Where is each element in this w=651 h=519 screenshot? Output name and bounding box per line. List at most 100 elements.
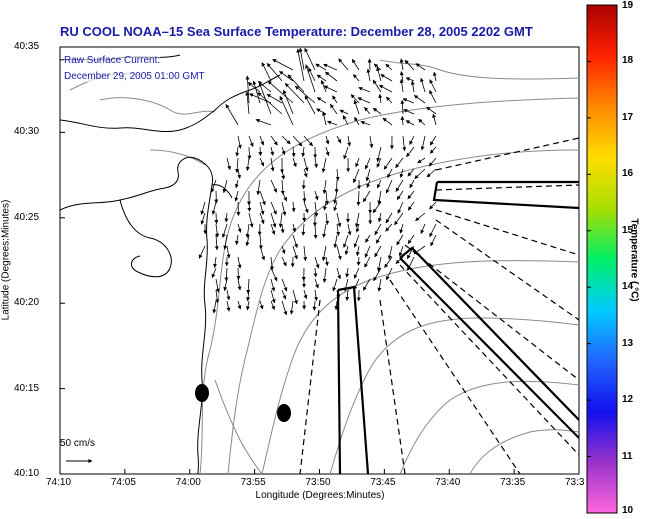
current-vector xyxy=(362,278,371,291)
current-vector xyxy=(372,107,382,115)
radar-box-south xyxy=(336,285,370,474)
current-vector xyxy=(426,168,437,178)
station-marker xyxy=(277,404,291,422)
current-vector xyxy=(333,190,338,205)
current-vector xyxy=(372,201,382,214)
bathymetry-contour xyxy=(329,317,579,474)
current-vector xyxy=(316,97,327,104)
current-vector xyxy=(303,157,309,172)
current-vector xyxy=(426,106,437,115)
current-vector xyxy=(247,82,261,93)
radar-beam-line xyxy=(299,299,321,474)
bathymetry-contour xyxy=(199,97,579,474)
current-vector xyxy=(270,201,277,215)
current-vector xyxy=(212,300,217,314)
current-vector xyxy=(376,157,382,168)
current-vector xyxy=(430,234,437,247)
current-vector xyxy=(308,67,316,82)
current-vector xyxy=(399,58,404,71)
current-vector xyxy=(325,135,330,145)
current-vector xyxy=(387,168,393,179)
current-vector xyxy=(385,96,393,104)
current-vector xyxy=(259,201,265,215)
current-vector xyxy=(355,245,360,257)
current-vector xyxy=(403,109,415,115)
current-vector xyxy=(211,201,217,215)
current-vector xyxy=(429,146,437,154)
current-vector xyxy=(382,117,393,126)
x-tick-label: 73:3 xyxy=(565,477,585,488)
current-vector xyxy=(224,212,229,223)
current-vector xyxy=(236,267,241,281)
current-vector xyxy=(407,168,415,177)
current-vector xyxy=(357,97,371,104)
current-vector xyxy=(246,278,251,294)
current-vector xyxy=(364,107,371,115)
current-vector xyxy=(281,289,287,300)
current-vector xyxy=(281,300,288,316)
current-vector xyxy=(342,115,349,126)
x-axis-ticks xyxy=(59,469,580,474)
current-vector xyxy=(305,64,316,93)
current-vector xyxy=(345,267,350,278)
current-vector xyxy=(214,212,219,225)
current-vector xyxy=(222,179,228,194)
current-vector xyxy=(259,300,264,310)
y-axis-ticks xyxy=(60,46,65,475)
bathymetry-contour xyxy=(399,380,579,474)
page-title: RU COOL NOAA–15 Sea Surface Temperature:… xyxy=(60,24,533,39)
current-vector xyxy=(248,212,254,228)
current-vector xyxy=(395,256,404,264)
current-vector xyxy=(267,80,294,104)
current-vector xyxy=(420,223,426,235)
colorbar-tick-label: 19 xyxy=(622,0,634,11)
current-vector xyxy=(365,234,371,243)
current-vector xyxy=(374,223,382,236)
current-vector xyxy=(332,95,338,104)
current-vector xyxy=(400,99,405,115)
current-vector xyxy=(367,58,372,71)
current-vector xyxy=(236,201,241,217)
current-vector xyxy=(373,267,382,282)
colorbar-tick-label: 12 xyxy=(622,394,634,406)
current-vector xyxy=(354,116,360,126)
colorbar-tick-label: 15 xyxy=(622,224,634,236)
current-vector xyxy=(356,256,361,266)
current-vector xyxy=(270,223,276,235)
current-vector xyxy=(399,168,404,178)
current-vector xyxy=(257,92,283,115)
current-vector xyxy=(235,146,240,157)
current-label-line1: Raw Surface Current: xyxy=(64,55,161,66)
radar-beam-line xyxy=(399,264,579,456)
current-vector xyxy=(347,223,352,236)
current-vector xyxy=(245,91,250,115)
current-vector xyxy=(343,234,349,248)
current-vector xyxy=(377,278,382,292)
current-vector xyxy=(314,256,320,269)
current-vector xyxy=(278,212,283,228)
x-tick-label: 73:40 xyxy=(435,477,461,488)
current-vector xyxy=(394,212,404,226)
current-vector xyxy=(284,83,305,104)
current-vector xyxy=(353,74,360,82)
colorbar-tick-label: 11 xyxy=(622,450,633,462)
bathymetry-contour xyxy=(379,59,579,80)
current-vector xyxy=(377,190,382,205)
current-vector xyxy=(270,179,277,193)
current-vector xyxy=(376,179,382,189)
current-vector xyxy=(292,245,298,260)
current-vector xyxy=(245,300,250,311)
current-vector xyxy=(330,103,338,115)
current-vector xyxy=(377,212,382,223)
current-vector xyxy=(366,179,371,188)
current-vector xyxy=(245,157,250,171)
current-vector xyxy=(298,47,305,71)
coastline-point xyxy=(214,74,281,111)
current-vector xyxy=(334,300,339,311)
radar-box-east xyxy=(432,180,579,210)
current-vector xyxy=(356,190,361,206)
scale-label: 50 cm/s xyxy=(60,438,96,449)
current-vector xyxy=(315,63,327,71)
current-vector xyxy=(376,234,382,244)
x-tick-label: 74:05 xyxy=(110,477,136,488)
